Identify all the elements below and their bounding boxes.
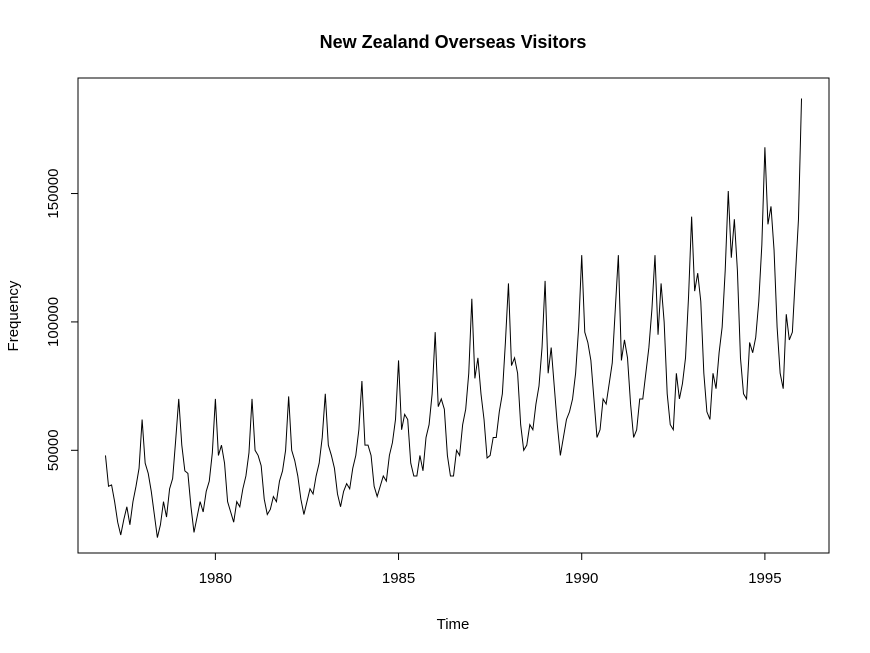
x-axis: 1980 1985 1990 1995 bbox=[199, 552, 782, 587]
y-tick-label: 50000 bbox=[45, 429, 62, 471]
x-tick-label: 1980 bbox=[199, 570, 232, 587]
y-axis-label: Frequency bbox=[5, 280, 22, 351]
x-tick-label: 1995 bbox=[748, 570, 781, 587]
x-axis-label: Time bbox=[437, 616, 470, 633]
x-tick-label: 1985 bbox=[382, 570, 415, 587]
y-tick-label: 150000 bbox=[45, 169, 62, 219]
x-tick-label: 1990 bbox=[565, 570, 598, 587]
chart-title: New Zealand Overseas Visitors bbox=[320, 32, 587, 52]
plot-frame bbox=[77, 77, 830, 554]
y-tick-label: 100000 bbox=[45, 297, 62, 347]
y-axis: 50000 100000 150000 bbox=[45, 169, 79, 471]
series-line bbox=[104, 98, 803, 538]
